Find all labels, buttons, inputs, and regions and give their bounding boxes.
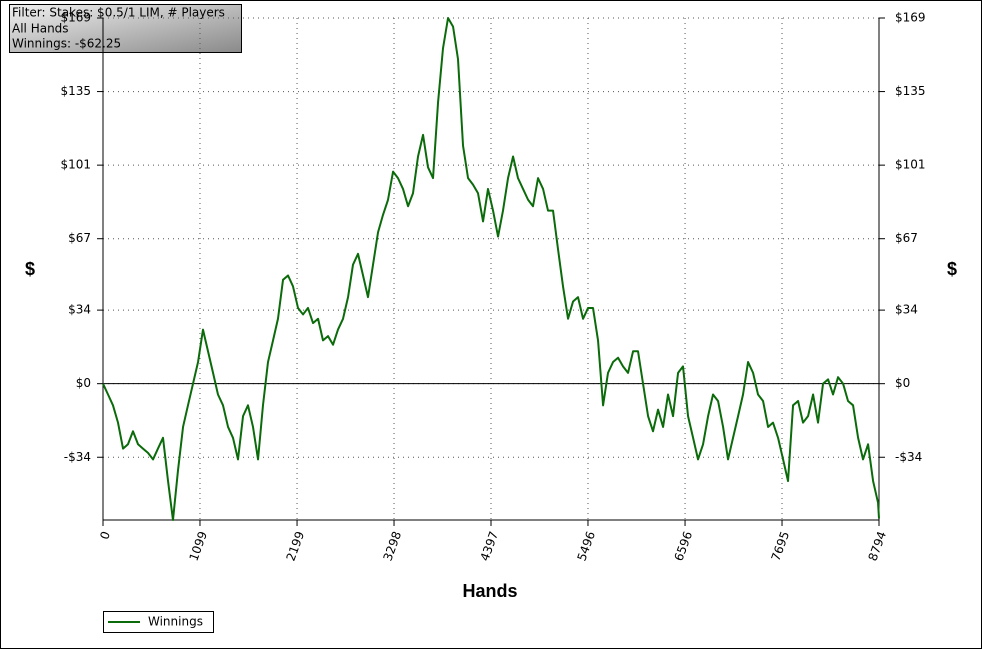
y2-tick-label: $135 xyxy=(895,84,926,98)
y-tick-label: $135 xyxy=(60,84,91,98)
y-tick-label: $169 xyxy=(60,11,91,25)
info-line: All Hands xyxy=(12,22,69,36)
y2-tick-label: $34 xyxy=(895,303,918,317)
y2-tick-label: $101 xyxy=(895,158,926,172)
y-tick-label: $101 xyxy=(60,158,91,172)
y2-tick-label: -$34 xyxy=(895,450,922,464)
y-tick-label: -$34 xyxy=(64,450,91,464)
legend-box xyxy=(103,611,214,633)
x-axis-label: Hands xyxy=(462,581,517,601)
y2-tick-label: $0 xyxy=(895,376,910,390)
info-line: Winnings: -$62.25 xyxy=(12,37,121,51)
y-tick-label: $67 xyxy=(68,231,91,245)
y2-tick-label: $67 xyxy=(895,231,918,245)
y2-axis-label: $ xyxy=(947,259,957,279)
y-tick-label: $34 xyxy=(68,303,91,317)
x-tick-label: 0 xyxy=(97,529,113,541)
legend-label: Winnings xyxy=(148,615,203,629)
info-line: Filter: Stakes: $0.5/1 LIM, # Players xyxy=(12,6,225,20)
info-box xyxy=(9,4,242,53)
y-tick-label: $0 xyxy=(76,376,91,390)
y-axis-label: $ xyxy=(25,259,35,279)
line xyxy=(102,17,880,521)
y2-tick-label: $169 xyxy=(895,11,926,25)
